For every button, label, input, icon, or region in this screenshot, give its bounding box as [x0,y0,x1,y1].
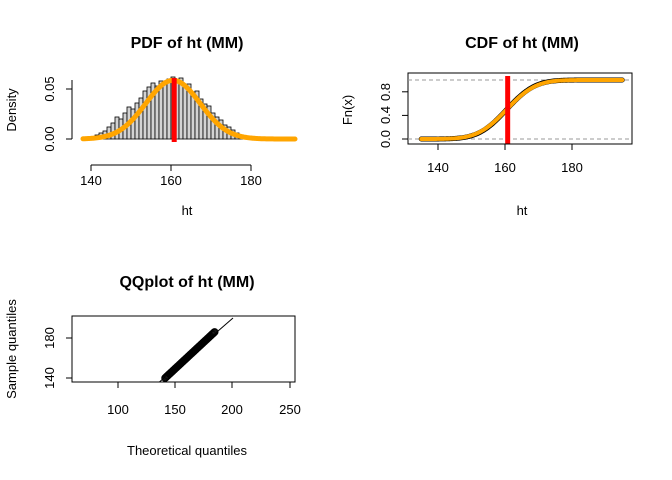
pdf-bar [162,82,168,140]
pdf-x-ticks: 140 160 180 [80,165,262,188]
pdf-fitted-curve-layer [80,77,298,142]
pdf-xlabel: ht [182,203,193,218]
cdf-curves-layer [418,77,625,142]
cdf-ytick-label-1: 0.0 [378,130,393,148]
qq-xtick-label-1: 100 [107,402,129,417]
qq-xtick-label-4: 250 [279,402,301,417]
cdf-empirical-curve [418,77,625,142]
qq-point [210,328,219,336]
pdf-bar [166,78,172,140]
pdf-xtick-label-2: 160 [160,173,182,188]
qq-panel: QQplot of ht (MM) Theoretical quantiles … [4,274,301,458]
cdf-ylabel: Fn(x) [340,95,355,125]
qq-point [209,329,218,338]
pdf-xtick-label-3: 180 [240,173,262,188]
qq-xtick-label-2: 150 [164,402,186,417]
cdf-xtick-label-3: 180 [561,160,583,175]
cdf-plot-box [407,72,633,145]
cdf-xtick-label-2: 160 [494,160,516,175]
pdf-title: PDF of ht (MM) [131,35,244,52]
pdf-bar [178,77,184,140]
qq-point [209,328,218,337]
qq-points-layer [161,328,219,382]
cdf-ytick-label-2: 0.4 [378,106,393,124]
pdf-bar [142,90,148,140]
cdf-ytick-label-3: 0.8 [378,83,393,101]
cdf-xtick-label-1: 140 [427,160,449,175]
qq-point [208,330,217,338]
qq-xtick-label-3: 200 [221,402,243,417]
qq-ytick-label-2: 180 [42,327,57,349]
pdf-xtick-label-1: 140 [80,173,102,188]
pdf-ylabel: Density [4,88,19,132]
cdf-panel: CDF of ht (MM) ht Fn(x) 140 160 180 0.0 … [340,35,633,218]
qq-ytick-label-1: 140 [42,367,57,389]
qq-title: QQplot of ht (MM) [119,274,254,291]
qq-plot-box [71,315,296,383]
pdf-panel: PDF of ht (MM) ht Density 140 160 180 0.… [4,35,298,218]
pdf-bar [114,116,120,140]
pdf-bar [134,102,140,140]
pdf-bar [182,86,188,140]
pdf-fitted-curve [80,77,298,142]
cdf-fitted-curve [419,78,625,141]
pdf-ytick-label-2: 0.05 [42,76,57,101]
cdf-title: CDF of ht (MM) [465,35,579,52]
qq-ylabel: Sample quantiles [4,299,19,399]
qq-xlabel: Theoretical quantiles [127,443,247,458]
cdf-xlabel: ht [517,203,528,218]
pdf-ytick-label-1: 0.00 [42,126,57,151]
